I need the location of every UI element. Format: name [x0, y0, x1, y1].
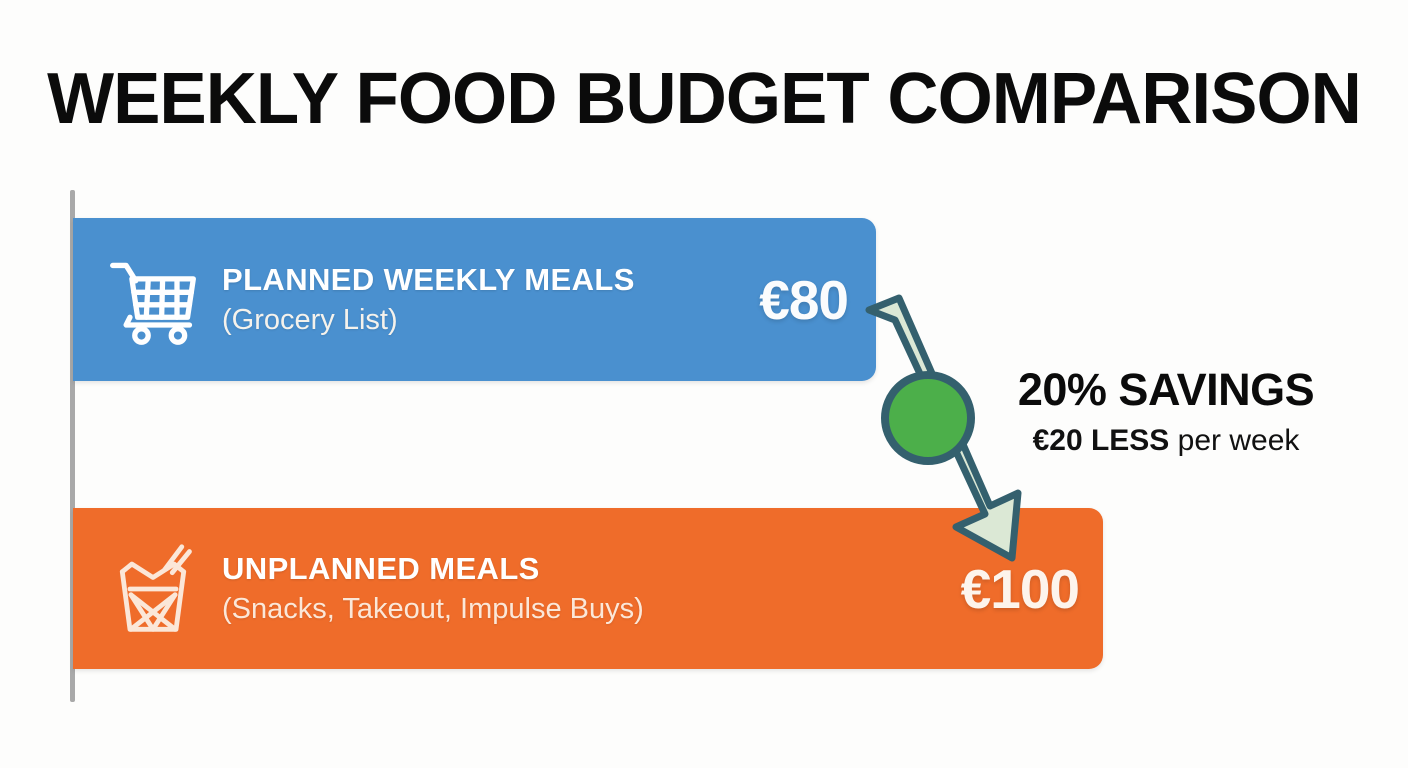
savings-subline: €20 LESS per week: [986, 422, 1346, 460]
bar-planned-value: €80: [759, 268, 849, 331]
takeout-box-icon: [105, 541, 201, 637]
bar-unplanned-value: €100: [960, 557, 1080, 620]
savings-amount: €20 LESS: [1032, 424, 1170, 457]
savings-period: per week: [1169, 424, 1300, 457]
savings-headline: 20% SAVINGS: [1017, 364, 1315, 415]
bar-planned-title: PLANNED WEEKLY MEALS: [222, 261, 635, 297]
savings-callout: 20% SAVINGS €20 LESS per week: [986, 364, 1346, 460]
bar-unplanned-sublabel: (Snacks, Takeout, Impulse Buys): [222, 592, 644, 625]
bar-unplanned-title: UNPLANNED MEALS: [222, 550, 540, 586]
bar-planned-sublabel: (Grocery List): [222, 303, 398, 336]
bar-planned-weekly-meals[interactable]: PLANNED WEEKLY MEALS (Grocery List) €80: [73, 218, 876, 381]
bar-planned-label-group: PLANNED WEEKLY MEALS (Grocery List): [222, 260, 635, 340]
page-title: WEEKLY FOOD BUDGET COMPARISON: [47, 59, 1362, 139]
vertical-baseline-axis: [70, 190, 75, 702]
bar-unplanned-label-group: UNPLANNED MEALS (Snacks, Takeout, Impuls…: [222, 549, 644, 629]
green-savings-circle: [878, 368, 978, 468]
bar-unplanned-meals[interactable]: UNPLANNED MEALS (Snacks, Takeout, Impuls…: [73, 508, 1103, 669]
shopping-cart-icon: [105, 252, 201, 348]
